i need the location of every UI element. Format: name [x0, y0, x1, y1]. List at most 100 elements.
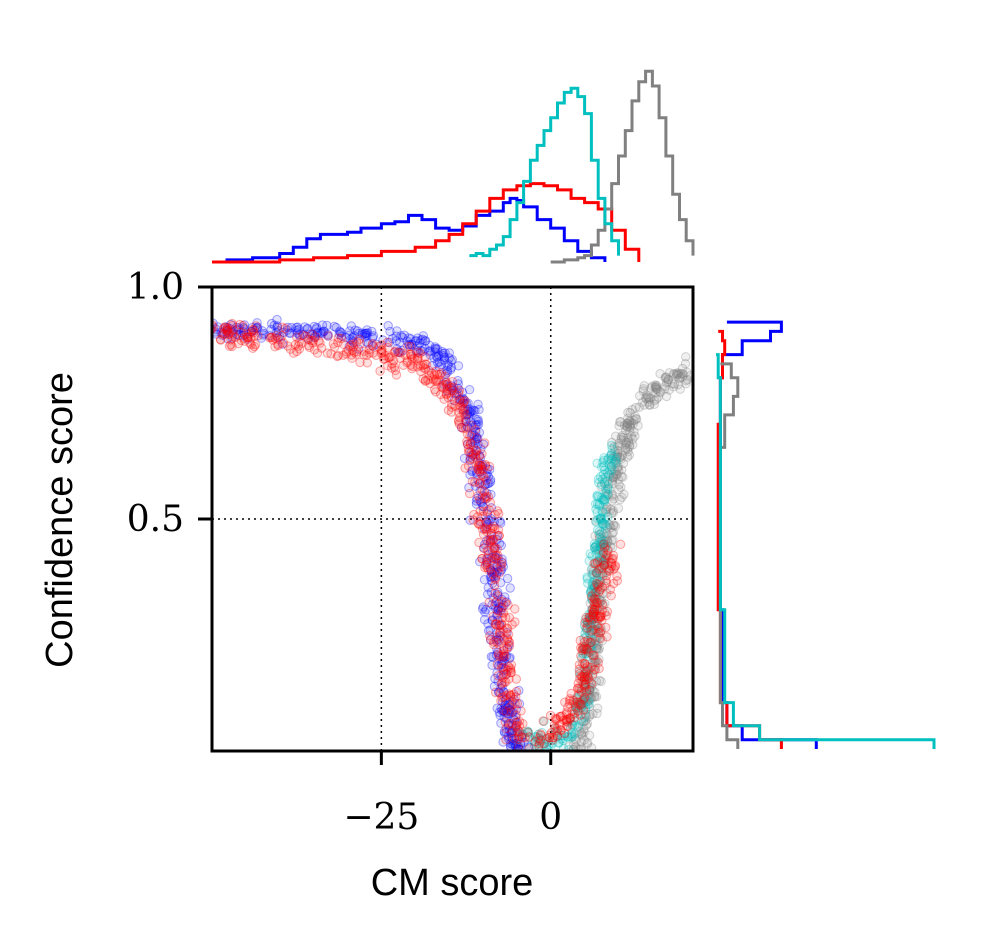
- point-red: [348, 341, 358, 352]
- point-blue: [493, 553, 503, 563]
- point-blue: [495, 606, 506, 616]
- point-red: [603, 565, 614, 575]
- point-red: [481, 524, 492, 535]
- point-gray: [646, 393, 656, 403]
- point-cyan: [572, 703, 582, 714]
- point-red: [504, 689, 514, 699]
- point-red: [463, 447, 474, 457]
- point-gray: [592, 573, 602, 584]
- point-gray: [628, 419, 638, 429]
- point-blue: [473, 433, 483, 443]
- point-red: [511, 710, 521, 720]
- point-red: [480, 438, 490, 448]
- point-red: [379, 354, 390, 364]
- point-red: [594, 611, 605, 622]
- point-red: [480, 461, 491, 471]
- point-cyan: [563, 731, 573, 742]
- point-blue: [466, 447, 476, 458]
- point-red: [463, 461, 474, 471]
- point-red: [493, 621, 504, 631]
- point-red: [590, 664, 600, 675]
- point-cyan: [584, 699, 594, 709]
- point-cyan: [591, 540, 601, 551]
- point-red: [610, 560, 621, 571]
- point-red: [582, 674, 592, 685]
- point-gray: [592, 568, 602, 578]
- point-blue: [273, 333, 283, 343]
- point-red: [391, 370, 402, 380]
- point-red: [384, 353, 394, 363]
- point-cyan: [576, 688, 587, 698]
- point-blue: [360, 332, 370, 342]
- point-red: [486, 536, 496, 546]
- point-cyan: [573, 708, 584, 719]
- point-blue: [298, 329, 309, 339]
- point-blue: [468, 405, 479, 415]
- point-red: [242, 332, 253, 342]
- point-gray: [677, 363, 688, 374]
- point-blue: [464, 482, 474, 493]
- point-blue: [492, 703, 502, 713]
- point-blue: [501, 597, 512, 607]
- point-red: [492, 637, 502, 647]
- point-cyan: [582, 625, 592, 635]
- point-gray: [613, 503, 624, 513]
- point-red: [501, 723, 511, 734]
- point-blue: [500, 703, 511, 713]
- point-gray: [594, 601, 604, 611]
- point-red: [375, 366, 385, 376]
- point-cyan: [607, 461, 617, 471]
- point-red: [471, 446, 482, 456]
- point-red: [336, 333, 347, 344]
- point-red: [227, 331, 238, 341]
- point-red: [495, 627, 506, 637]
- point-red: [559, 715, 569, 725]
- point-red: [609, 564, 619, 574]
- point-blue: [516, 737, 526, 747]
- point-gray: [600, 541, 610, 551]
- point-cyan: [581, 643, 592, 653]
- point-red: [552, 714, 562, 724]
- point-red: [222, 323, 233, 334]
- point-blue: [443, 361, 453, 371]
- point-red: [494, 639, 504, 649]
- point-blue: [463, 409, 473, 420]
- point-gray: [605, 541, 616, 552]
- point-cyan: [587, 613, 598, 624]
- point-blue: [486, 587, 497, 597]
- point-red: [547, 732, 558, 743]
- point-red: [582, 619, 593, 629]
- point-red: [461, 413, 471, 424]
- point-red: [217, 329, 228, 339]
- point-red: [592, 598, 603, 608]
- point-gray: [614, 421, 624, 431]
- point-cyan: [600, 479, 610, 489]
- point-red: [244, 328, 254, 339]
- point-red: [589, 594, 599, 604]
- point-gray: [582, 739, 592, 749]
- point-blue: [476, 497, 487, 508]
- point-red: [480, 523, 491, 533]
- point-red: [465, 488, 475, 499]
- point-red: [585, 638, 595, 648]
- point-red: [293, 341, 304, 351]
- point-red: [354, 334, 365, 344]
- point-blue: [282, 325, 293, 335]
- point-cyan: [577, 653, 587, 664]
- point-gray: [601, 553, 611, 563]
- point-blue: [481, 470, 491, 480]
- point-blue: [311, 324, 322, 334]
- point-blue: [416, 335, 426, 345]
- point-red: [462, 439, 473, 449]
- point-red: [317, 343, 327, 353]
- point-gray: [610, 471, 620, 482]
- point-red: [454, 385, 465, 395]
- point-red: [479, 493, 490, 503]
- point-blue: [446, 356, 456, 366]
- point-blue: [492, 567, 502, 577]
- point-red: [226, 335, 236, 345]
- point-cyan: [590, 543, 600, 553]
- point-gray: [669, 369, 679, 379]
- point-blue: [496, 540, 506, 551]
- point-blue: [225, 323, 235, 334]
